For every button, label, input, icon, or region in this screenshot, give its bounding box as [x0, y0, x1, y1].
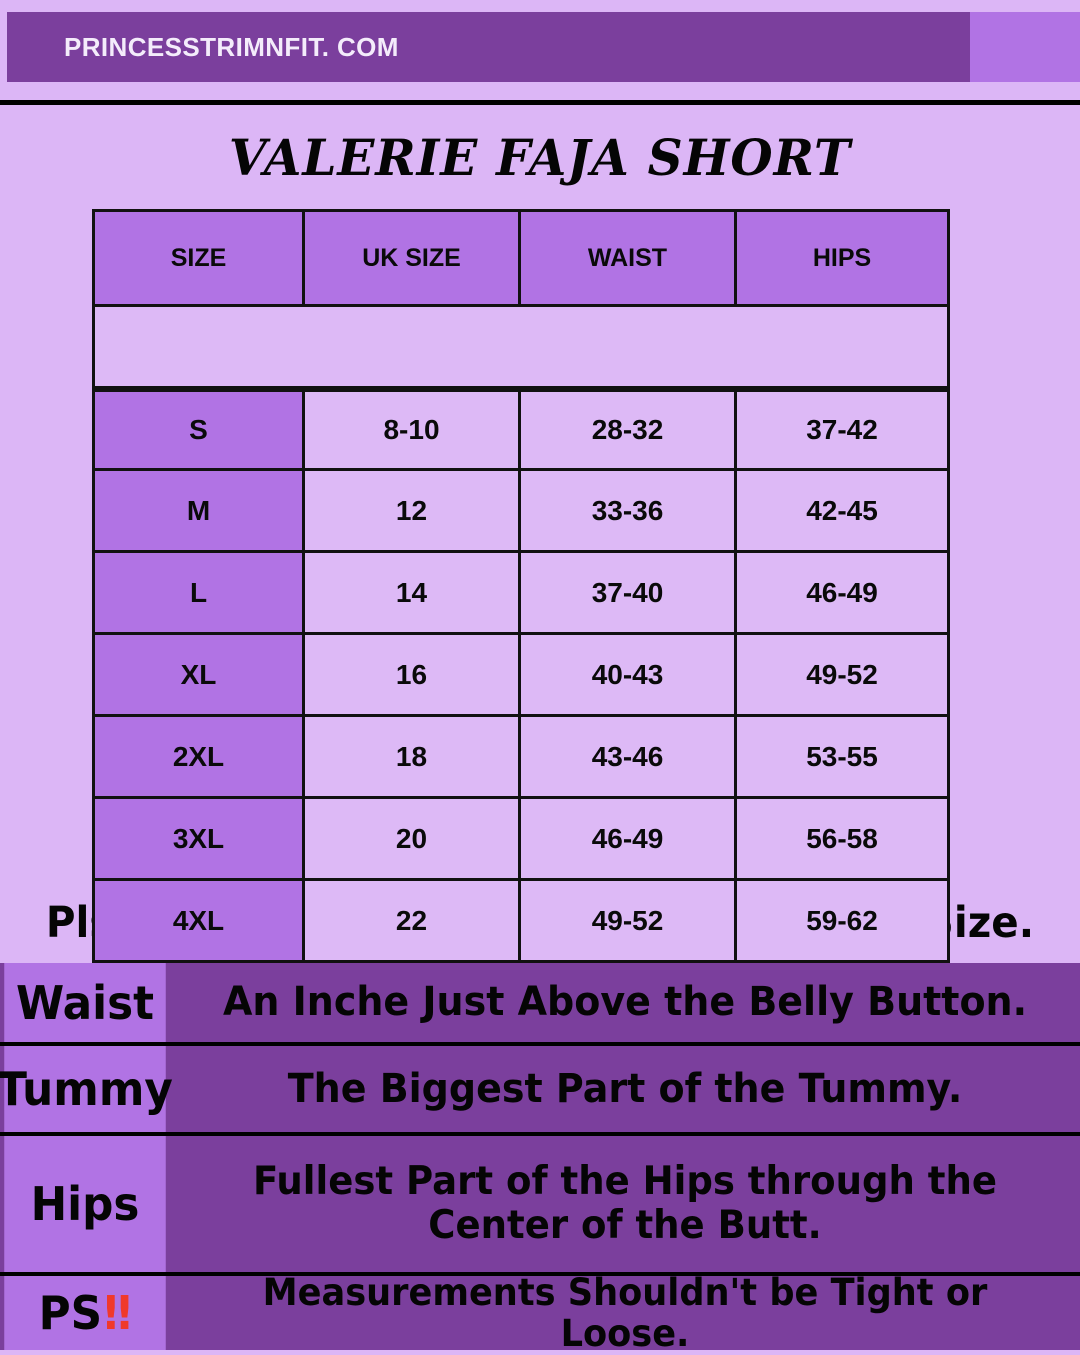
cell-size: 4XL	[92, 881, 305, 963]
cell-hips: 49-52	[737, 635, 950, 717]
table-header-row: SIZE UK SIZE WAIST HIPS	[92, 209, 950, 307]
guide-label-ps-text: PS	[38, 1286, 103, 1340]
guide-label-waist: Waist	[4, 963, 166, 1042]
table-row: XL 16 40-43 49-52	[92, 635, 950, 717]
table-row: L 14 37-40 46-49	[92, 553, 950, 635]
header-divider-rule	[0, 100, 1080, 105]
cell-hips: 59-62	[737, 881, 950, 963]
guide-text-ps: Measurements Shouldn't be Tight or Loose…	[262, 1270, 988, 1355]
cell-size: 3XL	[92, 799, 305, 881]
cell-waist: 43-46	[521, 717, 737, 799]
table-row: S 8-10 28-32 37-42	[92, 389, 950, 471]
guide-row-ps: PS ‼ Measurements Shouldn't be Tight or L…	[0, 1270, 1080, 1355]
cell-size: XL	[92, 635, 305, 717]
table-row: 2XL 18 43-46 53-55	[92, 717, 950, 799]
cell-hips: 46-49	[737, 553, 950, 635]
measurement-guide: Waist An Inche Just Above the Belly Butt…	[0, 963, 1080, 1355]
brand-accent-block	[970, 12, 1080, 82]
size-chart-table: SIZE UK SIZE WAIST HIPS S 8-10 28-32 37-…	[92, 209, 950, 963]
guide-label-ps: PS ‼	[4, 1276, 166, 1350]
cell-size: S	[92, 389, 305, 471]
column-header-hips: HIPS	[737, 209, 950, 307]
cell-hips: 53-55	[737, 717, 950, 799]
brand-strip: PRINCESSTRIMNFIT. COM	[0, 0, 1080, 103]
cell-size: 2XL	[92, 717, 305, 799]
column-header-size: SIZE	[92, 209, 305, 307]
cell-uk-size: 8-10	[305, 389, 521, 471]
guide-row-waist: Waist An Inche Just Above the Belly Butt…	[0, 963, 1080, 1046]
guide-row-tummy: Tummy The Biggest Part of the Tummy.	[0, 1046, 1080, 1136]
cell-waist: 37-40	[521, 553, 737, 635]
cell-waist: 28-32	[521, 389, 737, 471]
double-exclamation-icon: ‼	[104, 1286, 132, 1340]
cell-size: M	[92, 471, 305, 553]
guide-text-tummy: The Biggest Part of the Tummy.	[287, 1065, 963, 1112]
cell-size: L	[92, 553, 305, 635]
cell-hips: 42-45	[737, 471, 950, 553]
column-header-uk-size: UK SIZE	[305, 209, 521, 307]
cell-waist: 46-49	[521, 799, 737, 881]
table-row: M 12 33-36 42-45	[92, 471, 950, 553]
cell-hips: 37-42	[737, 389, 950, 471]
table-row: 3XL 20 46-49 56-58	[92, 799, 950, 881]
brand-bar: PRINCESSTRIMNFIT. COM	[7, 12, 970, 82]
table-header-gap	[92, 307, 950, 389]
guide-text-waist: An Inche Just Above the Belly Button.	[222, 979, 1028, 1026]
cell-uk-size: 18	[305, 717, 521, 799]
cell-waist: 33-36	[521, 471, 737, 553]
page-title: VALERIE FAJA SHORT	[228, 128, 852, 187]
cell-uk-size: 16	[305, 635, 521, 717]
cell-hips: 56-58	[737, 799, 950, 881]
column-header-waist: WAIST	[521, 209, 737, 307]
cell-uk-size: 12	[305, 471, 521, 553]
cell-waist: 49-52	[521, 881, 737, 963]
table-row: 4XL 22 49-52 59-62	[92, 881, 950, 963]
guide-text-hips: Fullest Part of the Hips through the Cen…	[252, 1159, 998, 1248]
guide-row-hips: Hips Fullest Part of the Hips through th…	[0, 1136, 1080, 1276]
cell-uk-size: 14	[305, 553, 521, 635]
cell-waist: 40-43	[521, 635, 737, 717]
site-url-label: PRINCESSTRIMNFIT. COM	[64, 31, 399, 62]
cell-uk-size: 22	[305, 881, 521, 963]
cell-uk-size: 20	[305, 799, 521, 881]
guide-label-tummy: Tummy	[0, 1046, 173, 1132]
guide-label-hips: Hips	[4, 1136, 166, 1272]
